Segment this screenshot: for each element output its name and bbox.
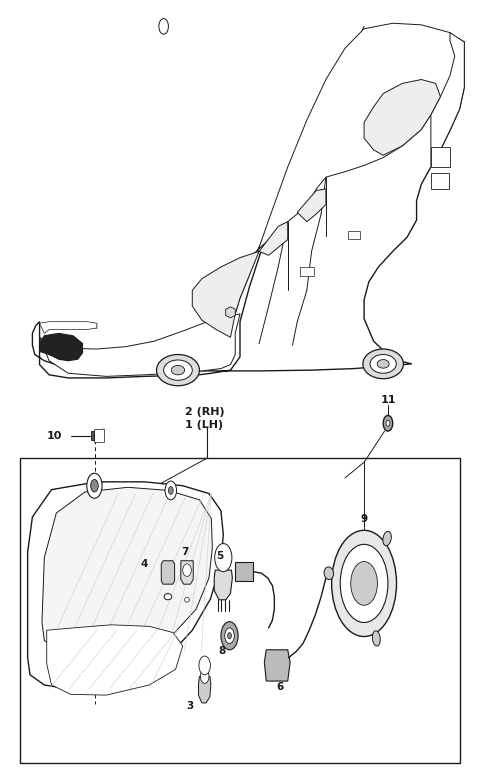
Ellipse shape [370,354,396,373]
Text: 6: 6 [276,682,283,692]
Polygon shape [297,189,326,222]
Polygon shape [199,677,211,703]
Text: 9: 9 [360,514,368,524]
Ellipse shape [377,360,389,368]
Polygon shape [39,333,83,361]
Text: 3: 3 [187,701,194,711]
Circle shape [332,530,396,637]
Text: 11: 11 [380,395,396,405]
Bar [94,430,105,442]
Circle shape [215,543,232,572]
Polygon shape [33,25,464,378]
Text: 1 (LH): 1 (LH) [185,419,223,430]
Polygon shape [42,488,212,656]
Polygon shape [431,33,464,165]
Ellipse shape [164,360,192,380]
Circle shape [159,19,168,34]
Circle shape [165,481,177,500]
Bar [348,231,360,239]
Ellipse shape [183,564,192,576]
Circle shape [200,670,209,684]
Ellipse shape [171,365,185,375]
Text: 8: 8 [218,646,226,656]
Polygon shape [259,222,288,256]
Polygon shape [39,314,240,376]
Polygon shape [39,321,97,333]
Bar [300,267,314,277]
Polygon shape [181,561,193,584]
Circle shape [199,656,210,675]
Ellipse shape [372,631,380,646]
Circle shape [168,487,173,495]
Circle shape [221,622,238,650]
Polygon shape [28,482,223,691]
Text: 10: 10 [46,430,61,441]
Ellipse shape [156,354,199,386]
Bar [431,147,450,167]
Polygon shape [192,252,259,337]
Text: 5: 5 [216,551,224,561]
Polygon shape [235,24,459,314]
Polygon shape [161,561,175,584]
Circle shape [91,480,98,492]
Circle shape [225,628,234,644]
Circle shape [351,561,377,605]
Polygon shape [214,570,232,600]
Circle shape [87,474,102,499]
Text: 2 (RH): 2 (RH) [185,408,225,417]
Polygon shape [264,650,290,681]
Bar [235,561,253,581]
Bar [431,173,449,189]
Circle shape [383,416,393,431]
Bar [91,431,94,441]
Polygon shape [47,625,183,695]
Circle shape [386,420,390,426]
Bar [21,459,459,763]
Polygon shape [364,79,441,155]
Circle shape [228,633,231,639]
Text: 7: 7 [181,547,189,557]
Ellipse shape [185,597,190,602]
Ellipse shape [363,349,404,379]
Circle shape [340,544,388,622]
Text: 4: 4 [141,559,148,569]
Polygon shape [226,307,235,318]
Ellipse shape [164,593,172,600]
Ellipse shape [324,567,334,579]
Ellipse shape [383,532,391,546]
